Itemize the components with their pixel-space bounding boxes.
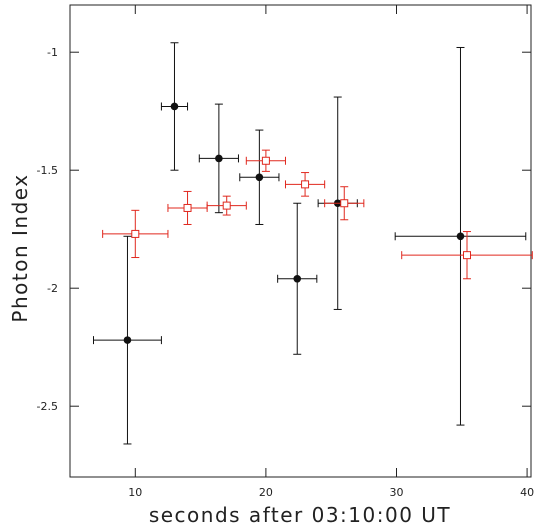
point bbox=[222, 201, 231, 210]
point bbox=[131, 229, 140, 238]
point bbox=[255, 173, 264, 182]
point bbox=[215, 154, 223, 163]
point bbox=[123, 336, 132, 344]
y-tick-label: -2.5 bbox=[37, 400, 58, 413]
point bbox=[170, 102, 179, 111]
point bbox=[463, 251, 472, 260]
y-axis-label: Photon Index bbox=[8, 173, 32, 322]
x-tick-label: 10 bbox=[128, 486, 142, 499]
y-tick-label: -1 bbox=[47, 46, 58, 59]
x-axis-label: seconds after 03:10:00 UT bbox=[149, 503, 451, 527]
point bbox=[183, 203, 192, 212]
plot-frame bbox=[69, 4, 532, 478]
y-tick-label: -1.5 bbox=[37, 164, 58, 177]
point bbox=[301, 180, 310, 189]
point bbox=[261, 156, 270, 165]
y-tick-label: -2 bbox=[47, 282, 58, 295]
x-tick-label: 40 bbox=[520, 486, 534, 499]
x-tick-label: 20 bbox=[259, 486, 273, 499]
x-tick-label: 30 bbox=[389, 486, 403, 499]
point bbox=[456, 232, 465, 241]
point bbox=[293, 274, 302, 283]
point bbox=[340, 199, 349, 208]
